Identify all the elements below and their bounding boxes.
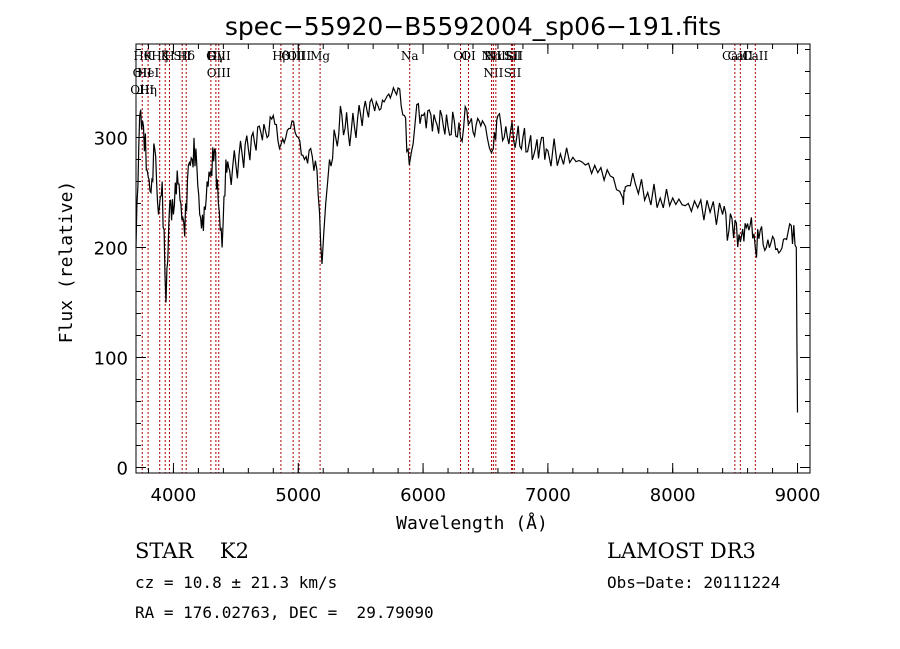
- y-axis-label: Flux (relative): [56, 181, 77, 344]
- x-axis-label: Wavelength (Å): [396, 512, 548, 534]
- x-tick-label: 8000: [650, 485, 696, 506]
- line-marker-label: K: [144, 49, 154, 63]
- redshift-readout: cz = 10.8 ± 21.3 km/s: [135, 573, 338, 592]
- line-marker-label: NII: [481, 49, 501, 63]
- line-marker-label: Hγ: [207, 49, 225, 63]
- line-marker-label: CaII: [722, 49, 748, 63]
- plot-frame: [135, 43, 811, 474]
- coordinates-readout: RA = 176.02763, DEC = 29.79090: [135, 603, 434, 622]
- line-marker-label: NII: [483, 66, 503, 80]
- observation-date: Obs−Date: 20111224: [607, 573, 781, 592]
- line-marker-label: SII: [505, 49, 523, 63]
- axes: 4000 5000 6000 7000 8000 9000 0 100 200 300: [94, 43, 821, 506]
- line-marker-label: NII: [486, 49, 506, 63]
- line-marker-label: SII: [504, 66, 522, 80]
- line-marker-label: Hζ: [151, 49, 168, 63]
- line-marker-label: OIII: [207, 66, 231, 80]
- chart-title: spec−55920−B5592004_sp06−191.fits: [225, 12, 721, 41]
- line-marker-label: Li: [506, 49, 518, 63]
- spectrum-series: [135, 85, 799, 413]
- x-tick-label: 5000: [275, 485, 321, 506]
- line-marker-label: OII: [133, 66, 153, 80]
- line-marker-label: Na: [401, 49, 419, 63]
- line-marker-label: CaII: [727, 49, 753, 63]
- line-marker-label: Hβ: [272, 49, 289, 63]
- line-marker-label: SII: [173, 49, 191, 63]
- y-tick-label: 0: [117, 459, 128, 480]
- x-tick-label: 4000: [151, 485, 197, 506]
- line-marker-label: OI: [461, 49, 476, 63]
- line-marker-label: OI: [453, 49, 468, 63]
- line-marker-label: HeI: [137, 66, 160, 80]
- x-tick-label: 9000: [775, 485, 821, 506]
- object-type: STAR K2: [135, 539, 249, 563]
- survey-name: LAMOST DR3: [607, 539, 756, 563]
- line-marker-label: Hη: [139, 83, 157, 97]
- line-marker-label: OIII: [207, 49, 231, 63]
- x-tick-label: 6000: [400, 485, 446, 506]
- y-tick-label: 300: [94, 129, 128, 150]
- line-marker-label: Hα: [484, 49, 503, 63]
- y-tick-label: 100: [94, 349, 128, 370]
- line-marker-label: K: [161, 49, 171, 63]
- line-marker-label: Mg: [310, 49, 330, 63]
- line-marker-label: H: [164, 49, 174, 63]
- line-marker-label: G: [206, 49, 216, 63]
- line-marker-label: OIII: [287, 49, 311, 63]
- line-marker-label: Hθ: [133, 49, 151, 63]
- y-tick-label: 200: [94, 239, 128, 260]
- line-marker-label: CaII: [742, 49, 768, 63]
- x-tick-label: 7000: [525, 485, 571, 506]
- line-marker-label: Hδ: [177, 49, 195, 63]
- line-marker-label: SII: [504, 49, 522, 63]
- spectrum-line: [135, 85, 799, 413]
